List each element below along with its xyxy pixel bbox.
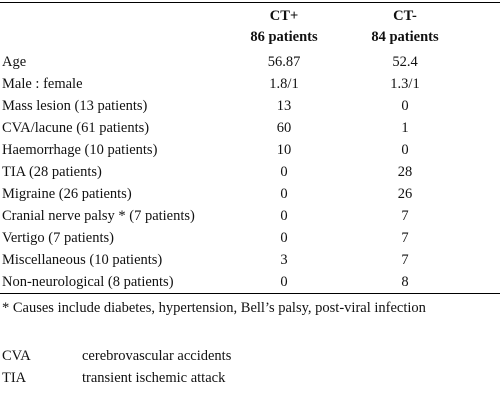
ct-negative-value: 7 — [401, 252, 409, 268]
ct-negative-value: 52.4 — [392, 54, 418, 70]
row-label: Miscellaneous (10 patients) — [2, 252, 163, 268]
column-header-ct-negative: CT- 84 patients — [350, 6, 460, 48]
row-label: Male : female — [2, 76, 83, 92]
ct-positive-value: 0 — [280, 186, 288, 202]
column-header-ct-positive-title: CT+ — [269, 8, 299, 24]
abbreviation-meaning: cerebrovascular accidents — [82, 348, 232, 364]
table-row: Migraine (26 patients) 0 26 — [0, 183, 500, 205]
row-label: Vertigo (7 patients) — [2, 230, 114, 246]
ct-positive-value: 0 — [280, 274, 288, 290]
ct-positive-value: 0 — [280, 208, 288, 224]
table-row: TIA (28 patients) 0 28 — [0, 161, 500, 183]
abbreviation-term: TIA — [2, 370, 27, 386]
ct-negative-value: 1.3/1 — [390, 76, 420, 92]
ct-negative-value: 8 — [401, 274, 409, 290]
table-row: Miscellaneous (10 patients) 3 7 — [0, 249, 500, 271]
row-label: Non-neurological (8 patients) — [2, 274, 174, 290]
table-top-rule — [0, 2, 500, 3]
ct-positive-value: 10 — [276, 142, 292, 158]
table-body: Age 56.87 52.4 Male : female 1.8/1 1.3/1… — [0, 51, 500, 293]
ct-negative-value: 1 — [401, 120, 409, 136]
abbreviation-term: CVA — [2, 348, 31, 364]
table-bottom-rule — [0, 293, 500, 294]
ct-positive-value: 0 — [280, 164, 288, 180]
column-header-ct-positive: CT+ 86 patients — [229, 6, 339, 48]
ct-positive-value: 60 — [276, 120, 292, 136]
table-row: Cranial nerve palsy * (7 patients) 0 7 — [0, 205, 500, 227]
table-row: Mass lesion (13 patients) 13 0 — [0, 95, 500, 117]
ct-positive-value: 3 — [280, 252, 288, 268]
row-label: Haemorrhage (10 patients) — [2, 142, 158, 158]
table-row: Age 56.87 52.4 — [0, 51, 500, 73]
ct-negative-value: 7 — [401, 208, 409, 224]
row-label: CVA/lacune (61 patients) — [2, 120, 150, 136]
column-header-ct-positive-count: 86 patients — [250, 29, 318, 45]
ct-negative-value: 7 — [401, 230, 409, 246]
ct-positive-value: 56.87 — [267, 54, 301, 70]
abbreviation-list: CVA cerebrovascular accidents TIA transi… — [2, 345, 498, 389]
table-row: Non-neurological (8 patients) 0 8 — [0, 271, 500, 293]
table-row: Haemorrhage (10 patients) 10 0 — [0, 139, 500, 161]
ct-positive-value: 0 — [280, 230, 288, 246]
column-header-ct-negative-title: CT- — [393, 8, 417, 24]
abbreviation-meaning: transient ischemic attack — [82, 370, 226, 386]
abbreviation-item: CVA cerebrovascular accidents — [2, 345, 498, 367]
table-header: CT+ 86 patients CT- 84 patients — [0, 6, 500, 50]
ct-positive-value: 1.8/1 — [269, 76, 299, 92]
row-label: TIA (28 patients) — [2, 164, 102, 180]
row-label: Migraine (26 patients) — [2, 186, 132, 202]
ct-negative-value: 26 — [397, 186, 413, 202]
column-header-ct-negative-count: 84 patients — [371, 29, 439, 45]
table-row: Male : female 1.8/1 1.3/1 — [0, 73, 500, 95]
table-row: CVA/lacune (61 patients) 60 1 — [0, 117, 500, 139]
row-label: Cranial nerve palsy * (7 patients) — [2, 208, 195, 224]
row-label: Mass lesion (13 patients) — [2, 98, 148, 114]
footnote: * Causes include diabetes, hypertension,… — [2, 300, 426, 316]
ct-negative-value: 0 — [401, 98, 409, 114]
table-row: Vertigo (7 patients) 0 7 — [0, 227, 500, 249]
row-label: Age — [2, 54, 27, 70]
ct-positive-value: 13 — [276, 98, 292, 114]
abbreviation-item: TIA transient ischemic attack — [2, 367, 498, 389]
ct-negative-value: 0 — [401, 142, 409, 158]
ct-negative-value: 28 — [397, 164, 413, 180]
